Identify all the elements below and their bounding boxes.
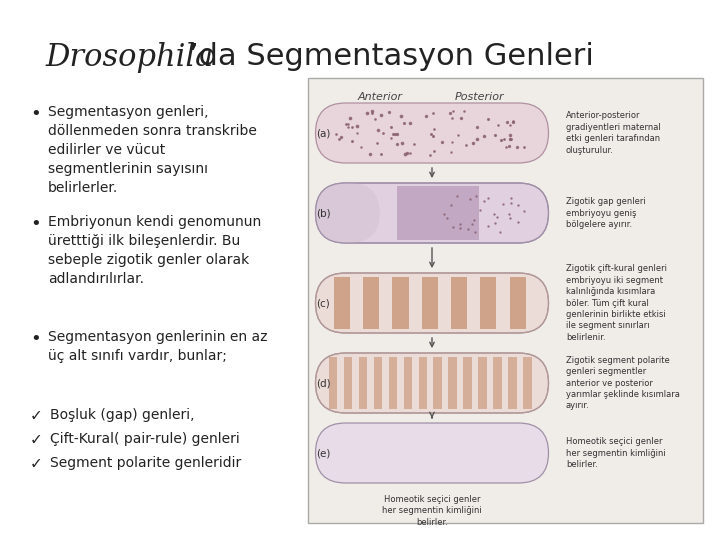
Bar bbox=[363, 276, 379, 329]
Bar bbox=[493, 356, 502, 409]
Text: Çift-Kural( pair-rule) genleri: Çift-Kural( pair-rule) genleri bbox=[50, 432, 240, 446]
FancyBboxPatch shape bbox=[315, 183, 549, 243]
FancyBboxPatch shape bbox=[315, 183, 379, 243]
Text: Homeotik seçici genler
her segmentin kimliğini
belirler.: Homeotik seçici genler her segmentin kim… bbox=[382, 495, 482, 527]
Text: Boşluk (gap) genleri,: Boşluk (gap) genleri, bbox=[50, 408, 194, 422]
Text: Segmentasyon genleri,
döllenmeden sonra transkribe
edilirler ve vücut
segmentler: Segmentasyon genleri, döllenmeden sonra … bbox=[48, 105, 257, 195]
Text: (a): (a) bbox=[316, 128, 330, 138]
Text: (e): (e) bbox=[316, 448, 330, 458]
Text: ’da Segmentasyon Genleri: ’da Segmentasyon Genleri bbox=[189, 42, 594, 71]
FancyBboxPatch shape bbox=[315, 103, 549, 163]
FancyBboxPatch shape bbox=[308, 78, 703, 523]
Text: Anterior: Anterior bbox=[358, 92, 402, 102]
Text: Drosophila: Drosophila bbox=[45, 42, 213, 73]
Text: Zigotik segment polarite
genleri segmentler
anterior ve posterior
yarımlar şekli: Zigotik segment polarite genleri segment… bbox=[566, 356, 680, 410]
Bar bbox=[478, 356, 487, 409]
Bar bbox=[389, 356, 397, 409]
FancyBboxPatch shape bbox=[315, 423, 549, 483]
Text: ✓: ✓ bbox=[30, 408, 42, 423]
Bar bbox=[334, 276, 350, 329]
Text: (c): (c) bbox=[316, 298, 330, 308]
Bar bbox=[508, 356, 517, 409]
Bar bbox=[418, 356, 427, 409]
Bar bbox=[328, 356, 337, 409]
Text: Homeotik seçici genler
her segmentin kimliğini
belirler.: Homeotik seçici genler her segmentin kim… bbox=[566, 437, 666, 469]
Text: (d): (d) bbox=[316, 378, 330, 388]
Bar bbox=[397, 186, 479, 240]
Bar bbox=[359, 356, 367, 409]
Bar bbox=[343, 356, 352, 409]
Bar bbox=[510, 276, 526, 329]
Bar bbox=[403, 356, 412, 409]
Bar bbox=[464, 356, 472, 409]
Bar bbox=[523, 356, 531, 409]
Text: •: • bbox=[30, 330, 41, 348]
Bar bbox=[433, 356, 442, 409]
Text: Anterior-posterior
gradiyentleri maternal
etki genleri tarafından
oluşturulur.: Anterior-posterior gradiyentleri materna… bbox=[566, 111, 661, 154]
Text: Embriyonun kendi genomunun
üretttiği ilk bileşenlerdir. Bu
sebeple zigotik genle: Embriyonun kendi genomunun üretttiği ilk… bbox=[48, 215, 261, 286]
Bar bbox=[374, 356, 382, 409]
Text: Segmentasyon genlerinin en az
üç alt sınıfı vardır, bunlar;: Segmentasyon genlerinin en az üç alt sın… bbox=[48, 330, 268, 363]
Text: Segment polarite genleridir: Segment polarite genleridir bbox=[50, 456, 241, 470]
FancyBboxPatch shape bbox=[315, 353, 549, 413]
Text: ✓: ✓ bbox=[30, 432, 42, 447]
Text: Posterior: Posterior bbox=[455, 92, 505, 102]
FancyBboxPatch shape bbox=[315, 273, 549, 333]
Bar bbox=[422, 276, 438, 329]
Text: ✓: ✓ bbox=[30, 456, 42, 471]
Text: •: • bbox=[30, 215, 41, 233]
Bar bbox=[451, 276, 467, 329]
Bar bbox=[449, 356, 456, 409]
Text: Zigotik çift-kural genleri
embriyoyu iki segment
kalınlığında kısımlara
böler. T: Zigotik çift-kural genleri embriyoyu iki… bbox=[566, 264, 667, 342]
Text: Zigotik gap genleri
embriyoyu geniş
bölgelere ayırır.: Zigotik gap genleri embriyoyu geniş bölg… bbox=[566, 197, 646, 229]
Bar bbox=[392, 276, 408, 329]
Text: •: • bbox=[30, 105, 41, 123]
Text: (b): (b) bbox=[316, 208, 330, 218]
Bar bbox=[480, 276, 497, 329]
